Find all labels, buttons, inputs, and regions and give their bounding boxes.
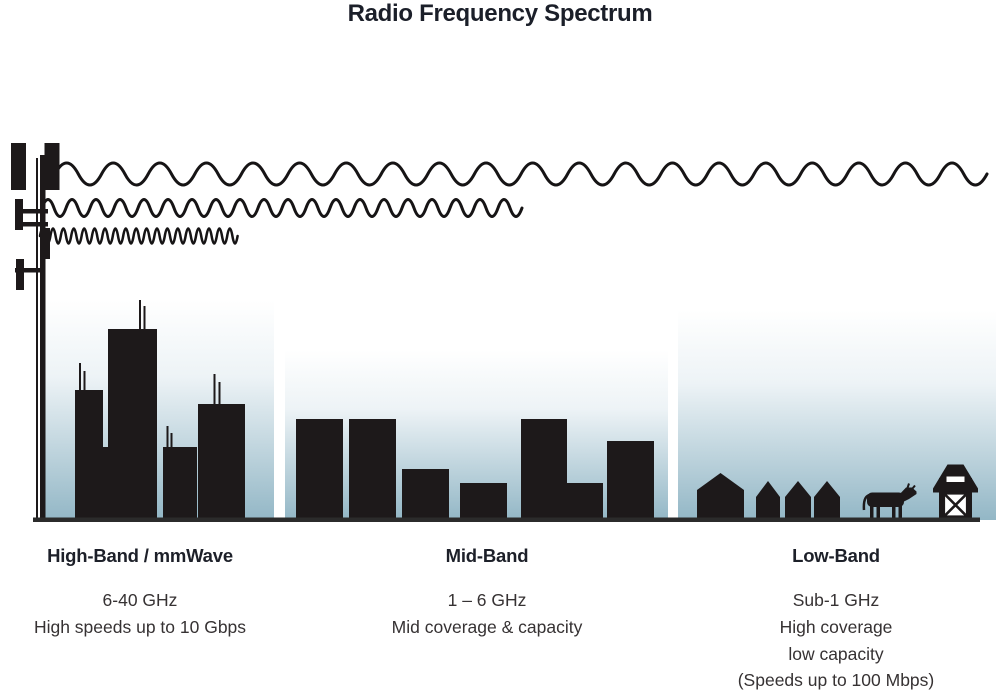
band-lines-low: Sub-1 GHz High coverage low capacity (Sp…	[686, 587, 986, 694]
band-line: High coverage	[779, 616, 893, 637]
band-line: High speeds up to 10 Gbps	[33, 616, 247, 637]
cow-icon	[862, 483, 917, 518]
band-label-low: Low-Band Sub-1 GHz High coverage low cap…	[686, 545, 986, 694]
band-label-mid: Mid-Band 1 – 6 GHz Mid coverage & capaci…	[337, 545, 637, 641]
band-lines-high: 6-40 GHz High speeds up to 10 Gbps	[0, 587, 290, 641]
band-line: 1 – 6 GHz	[447, 590, 527, 610]
rural-scene	[697, 464, 978, 520]
mid-band-wave-icon	[40, 198, 524, 218]
band-label-high: High-Band / mmWave 6-40 GHz High speeds …	[0, 545, 290, 641]
midrise-skyline-icon	[296, 419, 654, 520]
house-icon	[814, 481, 840, 520]
band-line: Mid coverage & capacity	[391, 616, 583, 637]
barn-icon	[933, 464, 978, 520]
band-line: low capacity	[788, 643, 884, 664]
house-icon	[697, 473, 744, 520]
ground-baseline	[33, 517, 980, 522]
band-heading-mid: Mid-Band	[445, 545, 529, 566]
cell-tower-icon	[11, 143, 60, 520]
band-lines-mid: 1 – 6 GHz Mid coverage & capacity	[337, 587, 637, 641]
house-icon	[785, 481, 811, 520]
band-heading-low: Low-Band	[792, 545, 880, 566]
band-line: (Speeds up to 100 Mbps)	[737, 670, 935, 691]
band-line: 6-40 GHz	[102, 590, 178, 610]
high-band-wave-icon	[38, 227, 239, 245]
band-line: Sub-1 GHz	[792, 590, 880, 610]
page-title: Radio Frequency Spectrum	[347, 0, 653, 27]
house-icon	[756, 481, 780, 520]
skyscraper-skyline-icon	[75, 300, 245, 520]
low-band-wave-icon	[53, 161, 989, 187]
band-heading-high: High-Band / mmWave	[47, 545, 233, 566]
